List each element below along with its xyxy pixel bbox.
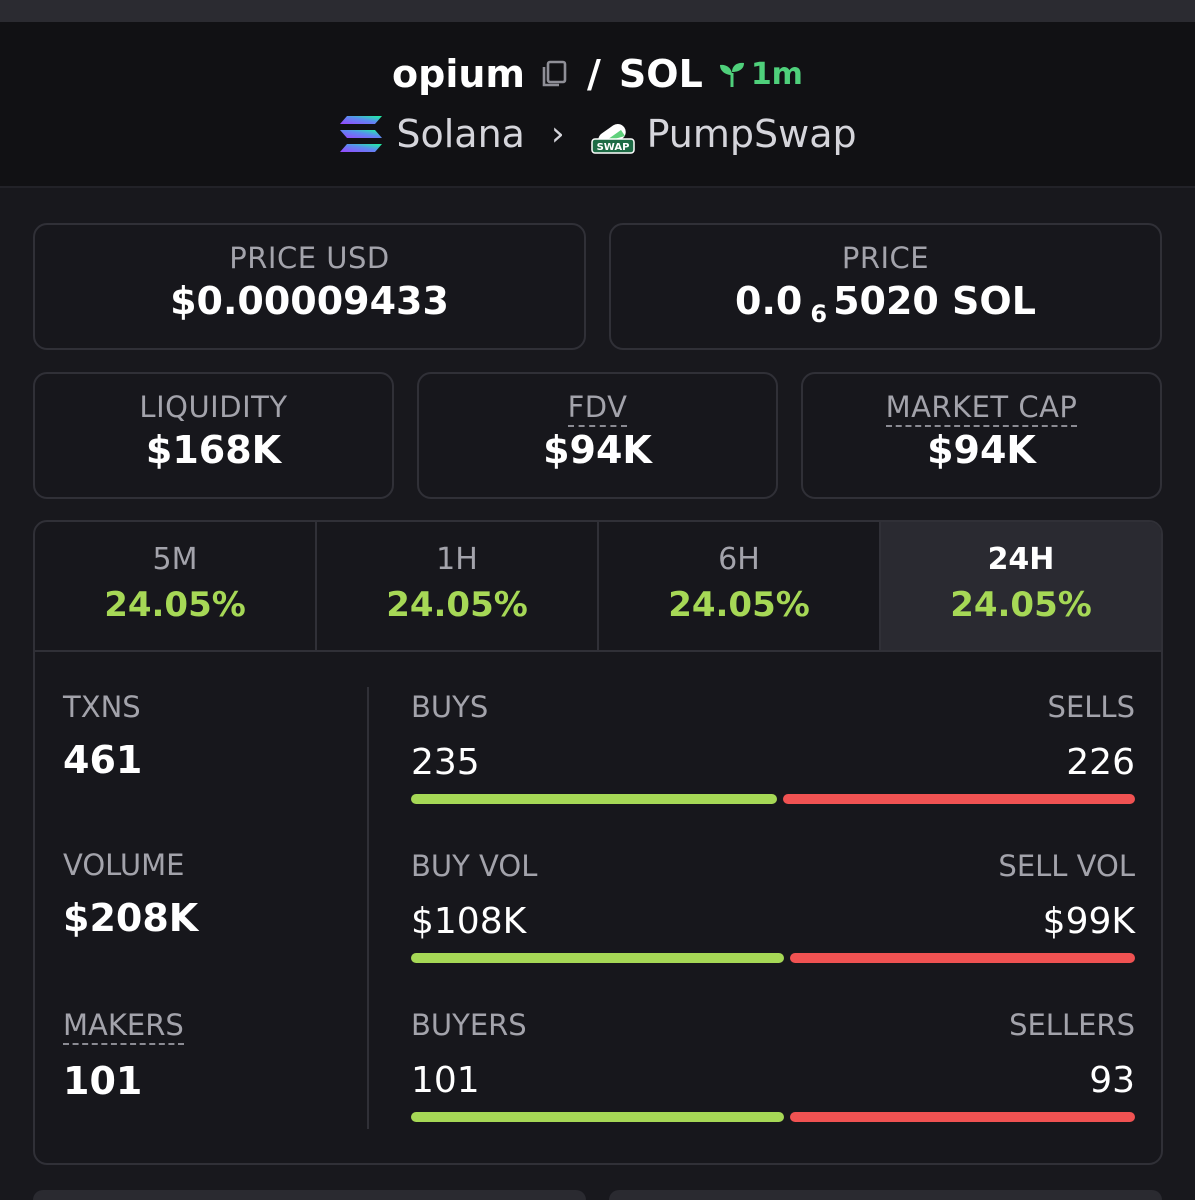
pair-age: 1m [717,57,803,92]
volume-label: VOLUME [63,848,185,882]
buy-vol-value: $108K [411,901,527,942]
fdv-label[interactable]: FDV [567,390,628,427]
token-symbol: opium [392,52,526,96]
buyers-value: 101 [411,1060,480,1101]
sells-value: 226 [1066,742,1135,783]
timeframe-tabs: 5M 24.05% 1H 24.05% 6H 24.05% 24H 24.05% [35,522,1161,652]
tab-6h-label: 6H [718,542,760,577]
price-native-label: PRICE [841,241,930,275]
price-native-card: PRICE 0.0 6 5020 SOL [609,223,1162,350]
tab-1h-change: 24.05% [386,585,528,625]
tab-24h[interactable]: 24H 24.05% [881,522,1161,650]
liquidity-label: LIQUIDITY [139,390,288,424]
volume-value: $208K [63,896,199,940]
price-usd-value: $0.00009433 [170,279,449,323]
next-card-edge-right [609,1190,1162,1200]
makers-metric: MAKERS 101 [63,1008,184,1103]
buy-vol-label: BUY VOL [411,849,538,883]
stats-panel: 5M 24.05% 1H 24.05% 6H 24.05% 24H 24.05%… [33,520,1163,1165]
tab-5m-label: 5M [152,542,198,577]
market-cap-label[interactable]: MARKET CAP [885,390,1078,427]
tab-1h[interactable]: 1H 24.05% [317,522,599,650]
sell-vol-bar [790,953,1135,963]
price-native-prefix: 0.0 [735,279,803,323]
tab-1h-label: 1H [436,542,478,577]
solana-logo-icon [340,116,383,152]
tab-6h[interactable]: 6H 24.05% [599,522,881,650]
sellers-bar [790,1112,1135,1122]
tab-24h-change: 24.05% [950,585,1092,625]
txns-label: TXNS [63,690,141,724]
sell-vol-label: SELL VOL [998,849,1135,883]
buy-vol-bar [411,953,784,963]
pumpswap-logo-text: SWAP [596,142,629,153]
pair-title-row: opium / SOL 1m [0,52,1195,96]
column-divider [367,687,369,1129]
tab-5m[interactable]: 5M 24.05% [35,522,317,650]
txns-metric: TXNS 461 [63,690,142,782]
pair-header: opium / SOL 1m [0,22,1195,188]
price-native-zero-count: 6 [810,300,828,328]
pumpswap-logo-icon: SWAP [590,123,635,154]
pair-age-value: 1m [750,56,803,92]
chevron-right-icon: › [550,114,565,154]
price-native-suffix: 5020 SOL [833,279,1036,323]
chain-breadcrumb: Solana › SWAP PumpSwap [0,112,1195,156]
price-native-value: 0.0 6 5020 SOL [611,279,1160,328]
sells-label: SELLS [1047,690,1135,724]
sprout-icon [719,62,744,87]
fdv-value: $94K [543,428,652,472]
sellers-value: 93 [1089,1060,1135,1101]
liquidity-value: $168K [145,428,282,472]
makers-label[interactable]: MAKERS [63,1008,184,1045]
dex-name[interactable]: PumpSwap [646,112,857,156]
buyers-bar [411,1112,784,1122]
quote-symbol: SOL [618,52,703,96]
sells-bar [783,794,1135,804]
sell-vol-value: $99K [1042,901,1135,942]
fdv-card: FDV $94K [417,372,778,499]
top-strip [0,0,1195,22]
buys-value: 235 [411,742,480,783]
tab-5m-change: 24.05% [104,585,246,625]
pair-separator: / [587,52,601,96]
chain-name[interactable]: Solana [396,112,525,156]
market-cap-value: $94K [927,428,1036,472]
next-card-edge-left [33,1190,586,1200]
volume-metric: VOLUME $208K [63,848,198,940]
market-cap-card: MARKET CAP $94K [801,372,1162,499]
copy-icon[interactable] [539,59,569,89]
makers-value: 101 [63,1059,143,1103]
sellers-label: SELLERS [1009,1008,1135,1042]
tab-6h-change: 24.05% [668,585,810,625]
txns-value: 461 [63,738,143,782]
liquidity-card: LIQUIDITY $168K [33,372,394,499]
tab-24h-label: 24H [987,542,1055,577]
buys-label: BUYS [411,690,489,724]
price-usd-card: PRICE USD $0.00009433 [33,223,586,350]
buys-bar [411,794,777,804]
price-usd-label: PRICE USD [229,241,390,275]
buyers-label: BUYERS [411,1008,527,1042]
